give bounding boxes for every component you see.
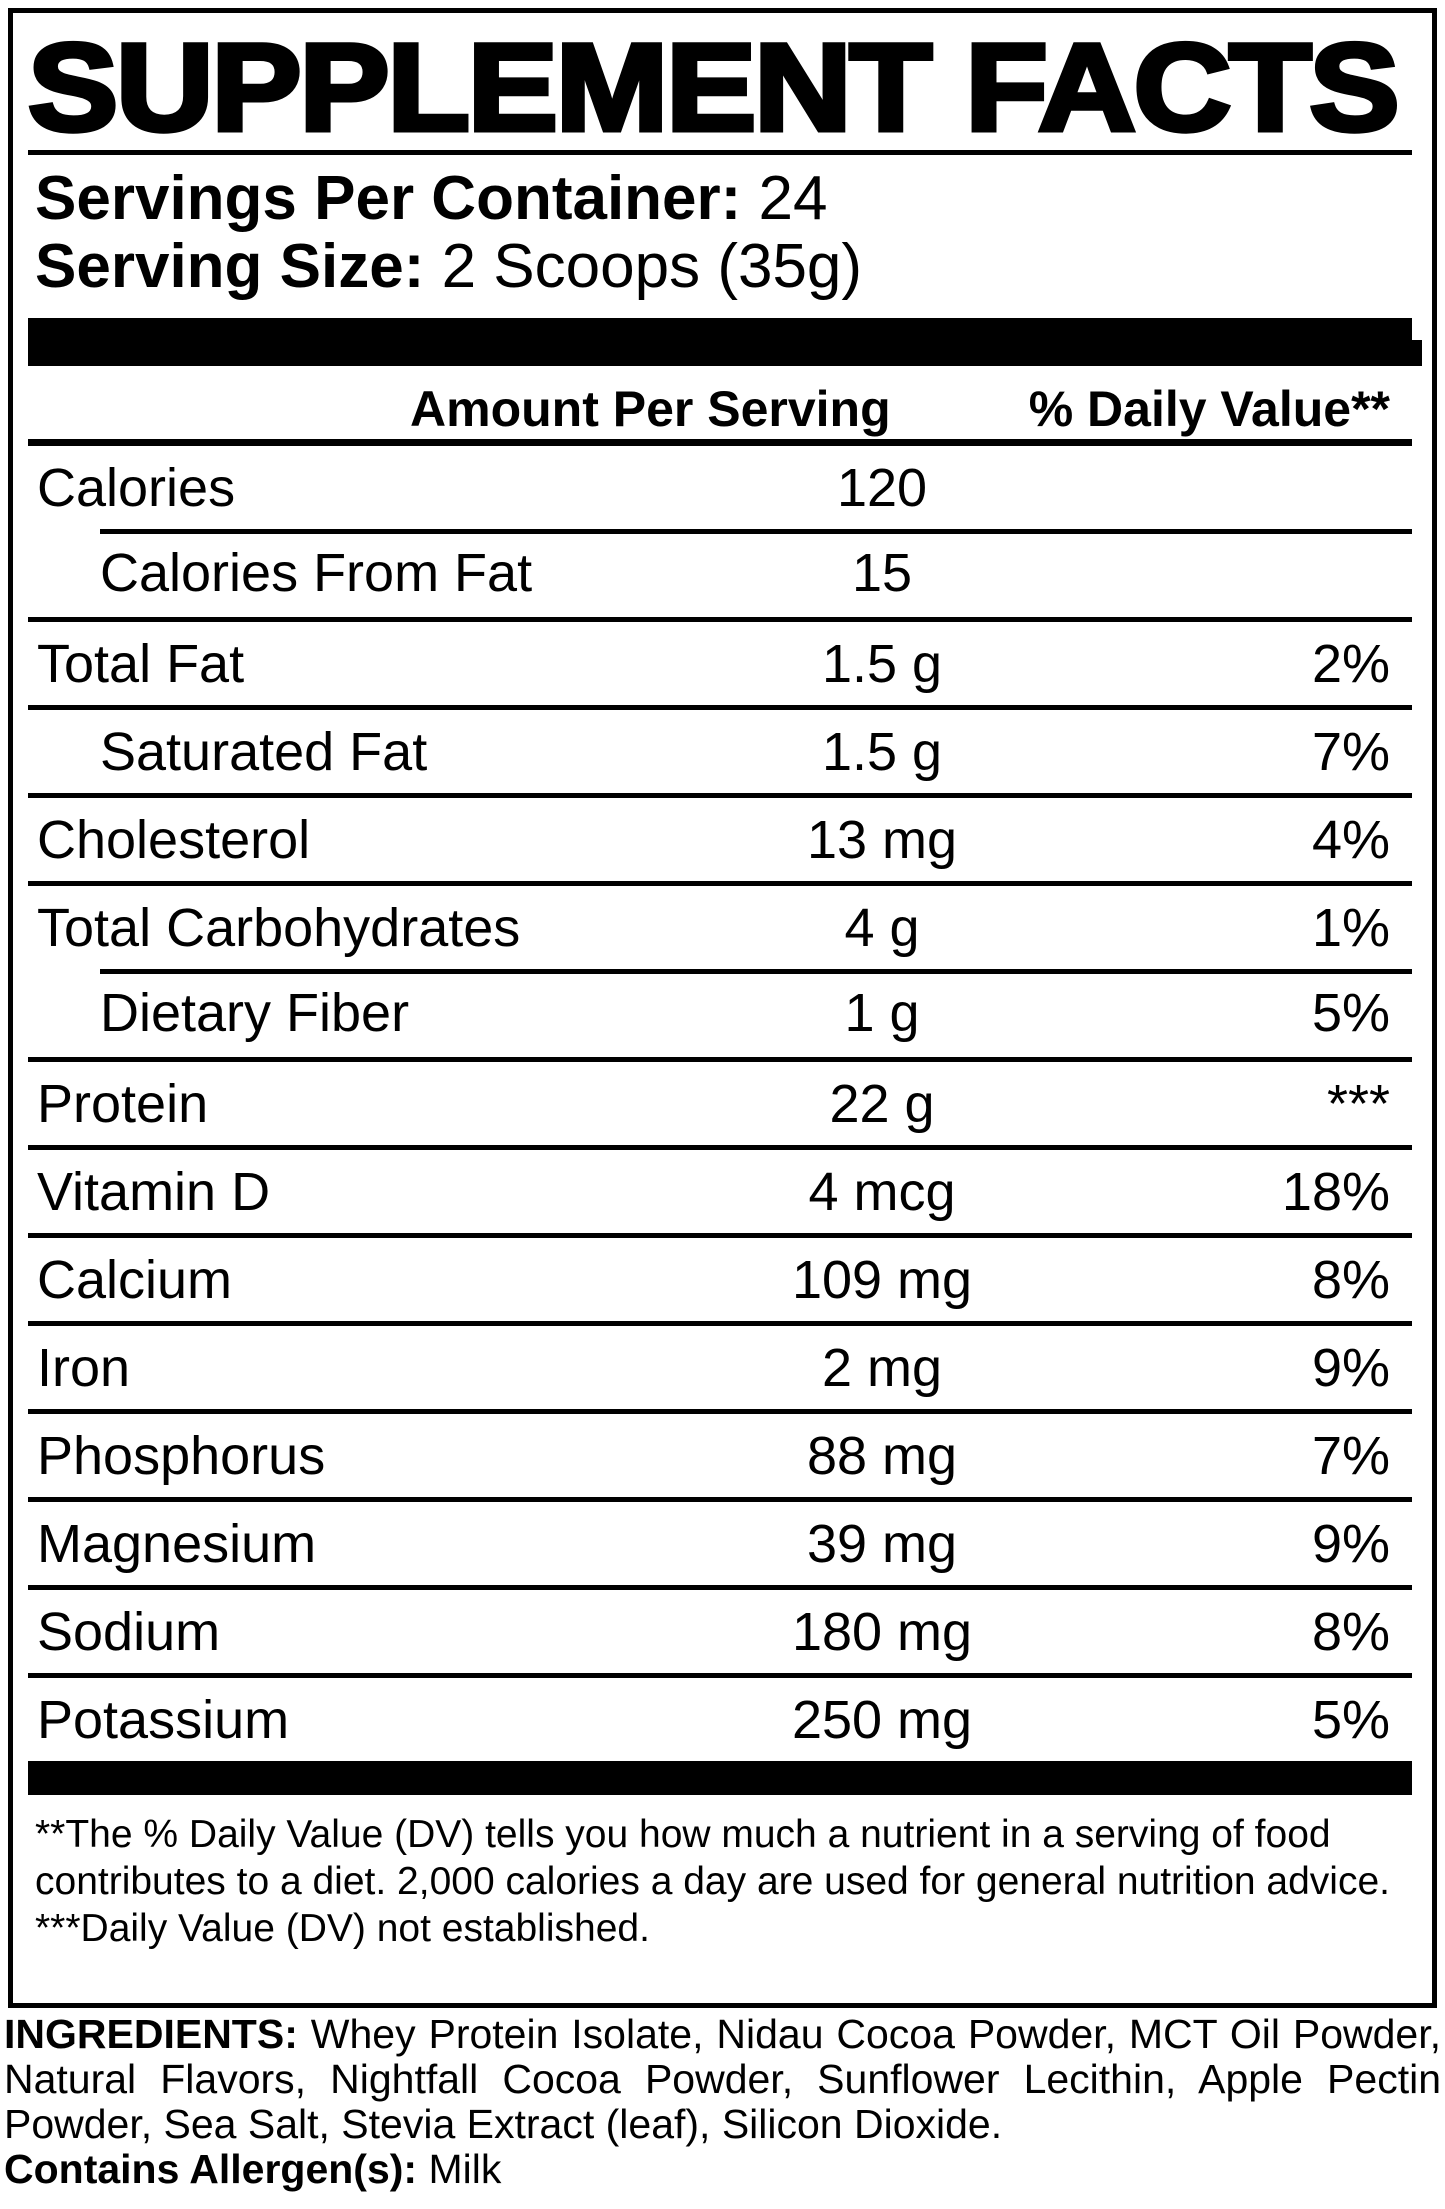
ingredients-section: INGREDIENTS: Whey Protein Isolate, Nidau… — [4, 2012, 1441, 2192]
panel-title-row: SUPPLEMENT FACTS — [13, 13, 1432, 158]
table-row-potassium: Potassium 250 mg 5% — [28, 1673, 1412, 1761]
table-row-magnesium: Magnesium 39 mg 9% — [28, 1497, 1412, 1585]
nutrient-name: Vitamin D — [37, 1161, 271, 1222]
nutrient-amount: 120 — [836, 457, 928, 518]
allergen-line: Contains Allergen(s): Milk — [4, 2147, 1441, 2192]
nutrient-amount: 1 g — [844, 983, 920, 1043]
servings-per-container-value: 24 — [758, 164, 828, 233]
nutrient-amount: 39 mg — [806, 1513, 958, 1574]
column-header-daily-value: % Daily Value** — [1028, 381, 1390, 437]
table-row-iron: Iron 2 mg 9% — [28, 1321, 1412, 1409]
nutrient-amount: 1.5 g — [821, 633, 943, 694]
nutrient-name: Magnesium — [37, 1513, 317, 1574]
nutrient-daily-value: 18% — [1281, 1161, 1390, 1222]
ingredients-label: INGREDIENTS: — [4, 2011, 298, 2057]
nutrient-amount: 15 — [851, 543, 913, 603]
nutrient-daily-value: 7% — [1311, 721, 1390, 782]
nutrient-name: Total Carbohydrates — [37, 897, 521, 958]
nutrient-name: Phosphorus — [37, 1425, 326, 1486]
nutrient-daily-value: 7% — [1311, 1425, 1390, 1486]
ingredients-paragraph: INGREDIENTS: Whey Protein Isolate, Nidau… — [4, 2012, 1441, 2147]
servings-per-container-label: Servings Per Container: — [35, 164, 742, 233]
table-row-vitamin-d: Vitamin D 4 mcg 18% — [28, 1145, 1412, 1233]
nutrient-daily-value: 2% — [1311, 633, 1390, 694]
table-row-calcium: Calcium 109 mg 8% — [28, 1233, 1412, 1321]
nutrient-amount: 4 mcg — [808, 1161, 956, 1222]
nutrient-daily-value: 8% — [1311, 1601, 1390, 1662]
table-row-sodium: Sodium 180 mg 8% — [28, 1585, 1412, 1673]
nutrient-amount: 88 mg — [806, 1425, 958, 1486]
nutrient-daily-value: 9% — [1311, 1337, 1390, 1398]
ingredients-list: Whey Protein Isolate, Nidau Cocoa Powder… — [4, 2011, 1441, 2147]
serving-size-line: Serving Size: 2 Scoops (35g) — [35, 233, 1432, 301]
nutrient-amount: 13 mg — [806, 809, 958, 870]
nutrient-amount: 1.5 g — [821, 721, 943, 782]
servings-per-container-line: Servings Per Container: 24 — [35, 165, 1432, 233]
nutrient-name: Iron — [37, 1337, 131, 1398]
footnote: **The % Daily Value (DV) tells you how m… — [13, 1795, 1432, 1952]
nutrient-name: Sodium — [37, 1601, 221, 1662]
table-row-total-carbohydrates: Total Carbohydrates 4 g 1% — [28, 881, 1412, 969]
nutrient-daily-value: 8% — [1311, 1249, 1390, 1310]
table-row-cholesterol: Cholesterol 13 mg 4% — [28, 793, 1412, 881]
footnote-not-established: ***Daily Value (DV) not established. — [35, 1907, 650, 1950]
serving-size-label: Serving Size: — [35, 232, 425, 301]
nutrient-amount: 250 mg — [791, 1689, 973, 1750]
nutrient-name: Calories — [37, 457, 236, 518]
nutrient-name: Saturated Fat — [100, 721, 428, 782]
allergen-value: Milk — [417, 2146, 502, 2192]
table-row-total-fat: Total Fat 1.5 g 2% — [28, 617, 1412, 705]
nutrient-amount: 4 g — [844, 897, 920, 958]
column-header-amount: Amount Per Serving — [410, 381, 891, 437]
footnote-daily-value: **The % Daily Value (DV) tells you how m… — [35, 1813, 1390, 1903]
panel-title: SUPPLEMENT FACTS — [25, 19, 1402, 158]
table-row-calories: Calories 120 — [28, 446, 1412, 529]
separator-bar-bottom — [28, 1761, 1412, 1795]
table-header-row: Amount Per Serving % Daily Value** — [28, 366, 1412, 446]
nutrient-daily-value: 4% — [1311, 809, 1390, 870]
serving-info: Servings Per Container: 24 Serving Size:… — [13, 155, 1432, 301]
serving-size-value: 2 Scoops (35g) — [441, 232, 863, 301]
table-row-calories-from-fat: Calories From Fat 15 — [28, 529, 1412, 617]
nutrient-daily-value: *** — [1326, 1073, 1390, 1134]
table-row-saturated-fat: Saturated Fat 1.5 g 7% — [28, 705, 1412, 793]
separator-bar-top — [28, 318, 1422, 366]
nutrient-name: Cholesterol — [37, 809, 311, 870]
table-row-dietary-fiber: Dietary Fiber 1 g 5% — [28, 969, 1412, 1057]
nutrient-daily-value: 5% — [1311, 1689, 1390, 1750]
nutrient-amount: 2 mg — [821, 1337, 943, 1398]
allergen-label: Contains Allergen(s): — [4, 2146, 418, 2192]
table-row-protein: Protein 22 g *** — [28, 1057, 1412, 1145]
title-divider — [28, 150, 1412, 155]
supplement-facts-panel: SUPPLEMENT FACTS Servings Per Container:… — [8, 8, 1437, 2008]
nutrient-name: Dietary Fiber — [100, 983, 410, 1043]
nutrient-daily-value: 1% — [1311, 897, 1390, 958]
nutrient-amount: 180 mg — [791, 1601, 973, 1662]
table-row-phosphorus: Phosphorus 88 mg 7% — [28, 1409, 1412, 1497]
nutrient-name: Potassium — [37, 1689, 290, 1750]
nutrient-daily-value: 9% — [1311, 1513, 1390, 1574]
nutrient-name: Calories From Fat — [100, 543, 533, 603]
nutrient-name: Calcium — [37, 1249, 233, 1310]
nutrient-daily-value: 5% — [1311, 983, 1390, 1043]
nutrient-name: Protein — [37, 1073, 209, 1134]
nutrient-amount: 22 g — [829, 1073, 935, 1134]
nutrient-amount: 109 mg — [791, 1249, 973, 1310]
nutrient-name: Total Fat — [37, 633, 245, 694]
